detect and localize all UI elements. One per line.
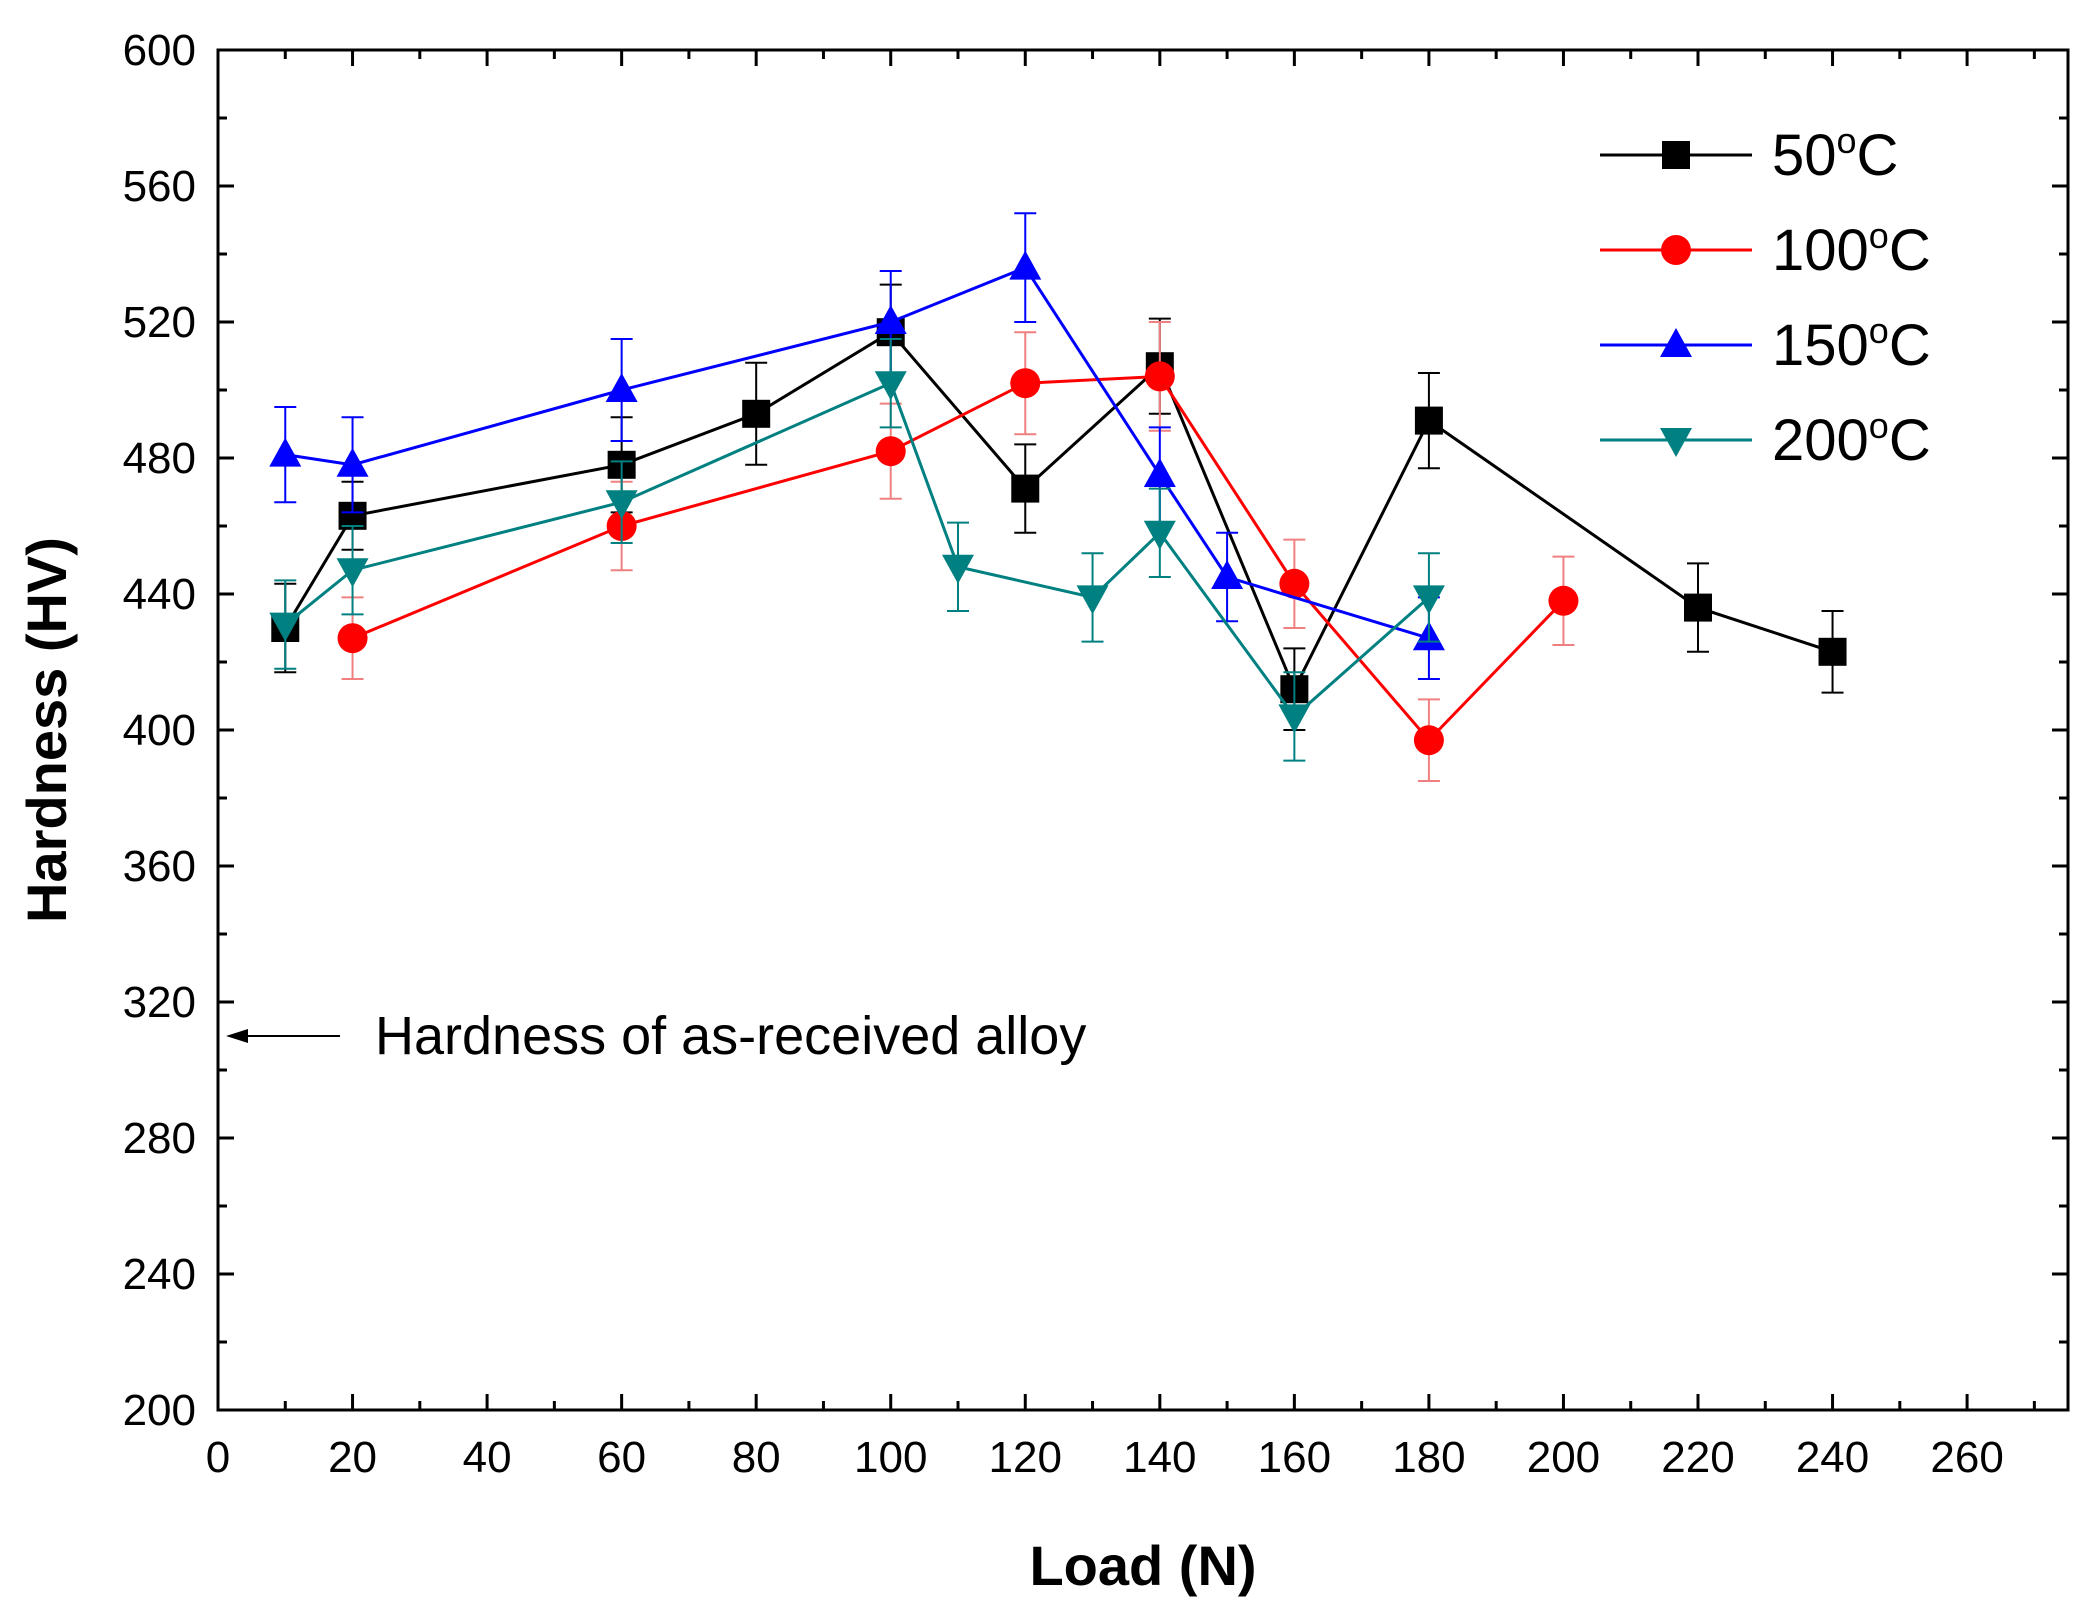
- legend-value: 50: [1772, 123, 1837, 188]
- data-point: [874, 305, 907, 334]
- legend-marker: [1661, 235, 1691, 265]
- y-tick-label: 280: [123, 1114, 196, 1163]
- data-point: [605, 490, 638, 520]
- x-tick-label: 120: [989, 1433, 1062, 1482]
- legend-label: 100oC: [1772, 215, 1931, 283]
- data-point: [337, 623, 368, 654]
- legend-value: 150: [1772, 313, 1869, 378]
- legend-marker: [1660, 328, 1692, 357]
- x-tick-label: 220: [1661, 1433, 1734, 1482]
- data-point: [269, 612, 302, 642]
- y-tick-label: 480: [123, 434, 196, 483]
- data-point: [1684, 593, 1712, 622]
- data-point: [1548, 585, 1579, 616]
- series-150: [269, 212, 1445, 680]
- y-tick-label: 360: [123, 842, 196, 891]
- data-point: [1009, 250, 1042, 280]
- data-point: [1011, 474, 1040, 503]
- y-tick-label: 200: [123, 1386, 196, 1435]
- series-layer: [269, 212, 1847, 782]
- x-tick-label: 100: [854, 1433, 927, 1482]
- data-point: [336, 558, 369, 588]
- legend-value: 100: [1772, 218, 1869, 283]
- data-point: [1279, 568, 1310, 599]
- data-point: [742, 399, 771, 428]
- x-tick-label: 0: [206, 1433, 230, 1482]
- data-point: [1414, 406, 1443, 435]
- data-point: [1076, 585, 1109, 615]
- x-axis-title: Load (N): [1029, 1534, 1256, 1597]
- legend-degree: o: [1837, 120, 1857, 161]
- y-tick-label: 600: [123, 26, 196, 75]
- legend-unit: C: [1889, 313, 1931, 378]
- x-tick-label: 80: [732, 1433, 781, 1482]
- x-tick-label: 140: [1123, 1433, 1196, 1482]
- x-tick-label: 260: [1930, 1433, 2003, 1482]
- y-tick-label: 400: [123, 706, 196, 755]
- y-axis-title: Hardness (HV): [15, 537, 78, 923]
- legend-value: 200: [1772, 408, 1869, 473]
- data-point: [1144, 361, 1175, 392]
- data-point: [1143, 458, 1176, 487]
- x-tick-label: 200: [1527, 1433, 1600, 1482]
- legend-marker: [1662, 141, 1690, 169]
- data-point: [1010, 368, 1041, 399]
- y-tick-label: 240: [123, 1250, 196, 1299]
- y-tick-label: 560: [123, 162, 196, 211]
- axes: 0 20 40 60 80 100 120 140 160 180 200 220 240 2602002…: [123, 26, 2068, 1482]
- data-point: [942, 554, 974, 584]
- series-200: [269, 338, 1445, 762]
- data-point: [1211, 560, 1244, 589]
- legend-degree: o: [1869, 215, 1889, 256]
- data-point: [1412, 585, 1445, 615]
- y-tick-label: 320: [123, 978, 196, 1027]
- data-point: [605, 373, 638, 402]
- data-point: [269, 437, 302, 467]
- y-tick-label: 440: [123, 570, 196, 619]
- legend-unit: C: [1889, 408, 1931, 473]
- x-tick-label: 160: [1258, 1433, 1331, 1482]
- legend-marker: [1660, 428, 1692, 457]
- data-point: [1143, 520, 1176, 550]
- series-line: [351, 374, 1565, 743]
- annotation-text: Hardness of as-received alloy: [375, 1006, 1086, 1066]
- x-tick-label: 180: [1392, 1433, 1465, 1482]
- legend-label: 50oC: [1772, 120, 1898, 188]
- legend-degree: o: [1869, 405, 1889, 446]
- data-point: [1278, 704, 1311, 734]
- data-point: [874, 371, 907, 401]
- x-tick-label: 20: [328, 1433, 377, 1482]
- y-tick-label: 520: [123, 298, 196, 347]
- legend-unit: C: [1889, 218, 1931, 283]
- data-point: [875, 436, 906, 467]
- data-point: [1818, 637, 1847, 666]
- x-tick-label: 60: [597, 1433, 646, 1482]
- legend-label: 200oC: [1772, 405, 1931, 473]
- series-line: [285, 265, 1430, 640]
- x-tick-label: 40: [463, 1433, 512, 1482]
- legend-degree: o: [1869, 310, 1889, 351]
- x-tick-label: 240: [1796, 1433, 1869, 1482]
- annotation-arrow-head: [226, 1029, 248, 1043]
- data-point: [336, 447, 369, 477]
- annotation: Hardness of as-received alloy: [226, 1006, 1086, 1066]
- data-point: [1413, 725, 1444, 756]
- legend-unit: C: [1857, 123, 1899, 188]
- plot-frame: [216, 48, 2070, 1412]
- legend-label: 150oC: [1772, 310, 1931, 378]
